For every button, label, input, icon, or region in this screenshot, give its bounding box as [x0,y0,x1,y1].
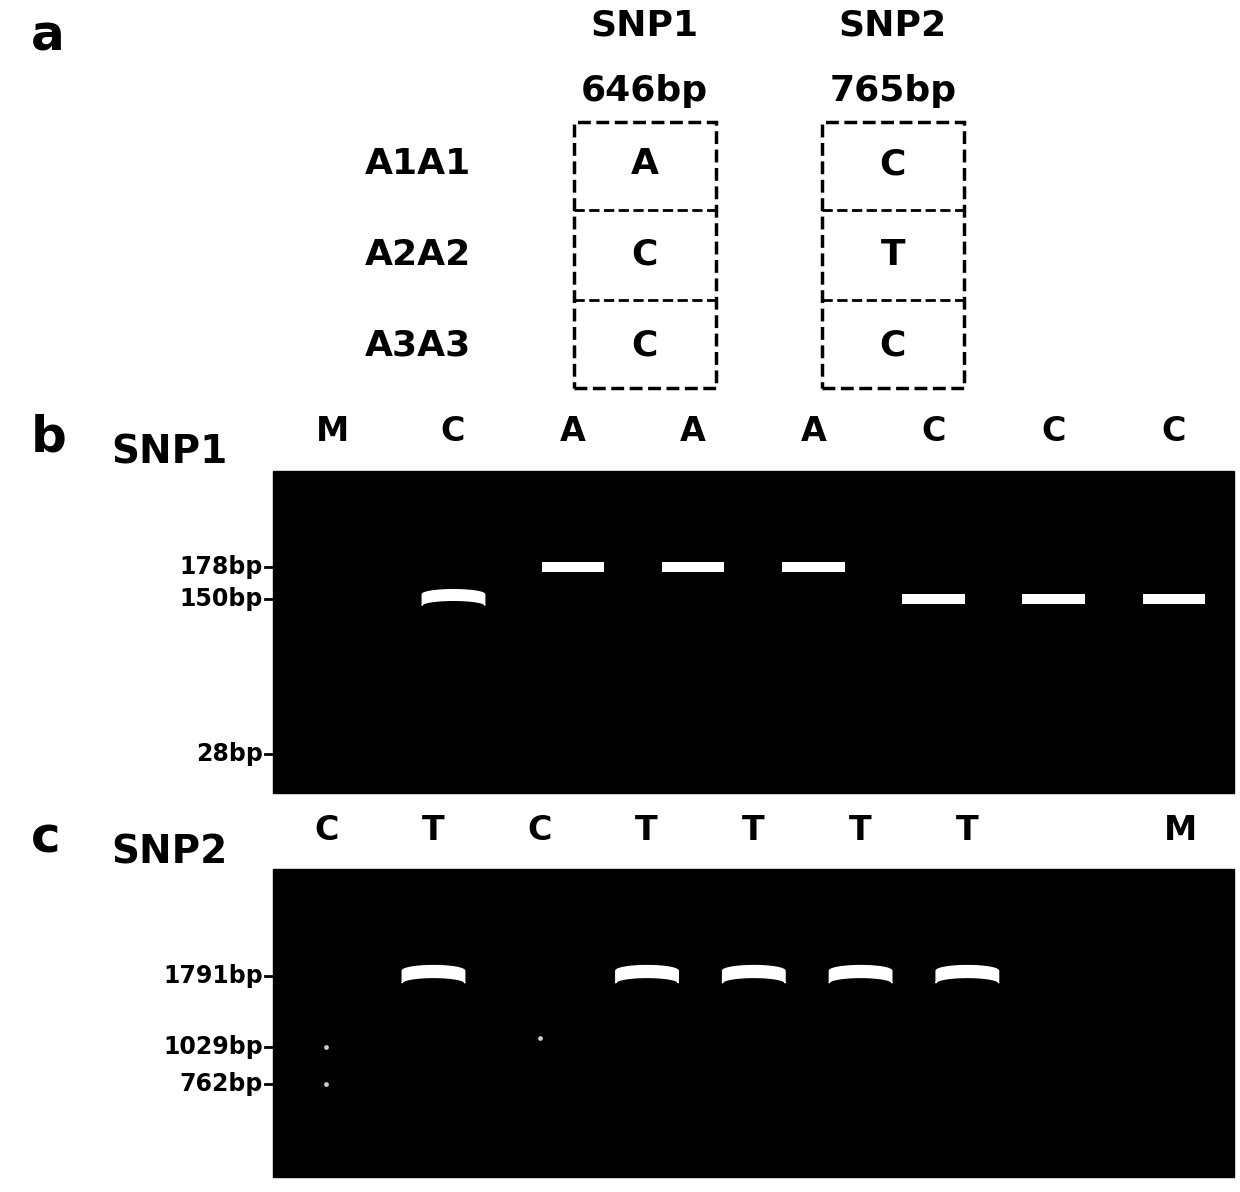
Text: 765bp: 765bp [830,74,956,108]
Bar [573,123,717,387]
Text: C: C [879,148,906,181]
Bar [821,123,965,387]
Text: c: c [31,814,61,863]
Text: C: C [314,814,339,848]
Text: C: C [631,329,658,362]
Text: A1A1: A1A1 [365,148,471,181]
Text: T: T [742,814,765,848]
Text: A: A [560,415,587,448]
Text: A2A2: A2A2 [365,238,471,272]
Text: 646bp: 646bp [582,74,708,108]
Text: SNP2: SNP2 [838,8,947,42]
Text: SNP1: SNP1 [590,8,699,42]
Text: M: M [316,415,350,448]
Text: T: T [422,814,444,848]
Text: A: A [681,415,706,448]
Bar [782,563,844,572]
Bar [1022,595,1085,604]
Text: b: b [31,414,67,461]
Text: a: a [31,12,64,61]
Text: T: T [848,814,872,848]
Text: A: A [631,148,658,181]
Text: C: C [879,329,906,362]
Bar [903,595,965,604]
Text: C: C [921,415,946,448]
Text: 1791bp: 1791bp [164,964,263,988]
Text: C: C [631,238,658,272]
Bar [542,563,604,572]
Text: C: C [440,415,465,448]
Bar [1142,595,1205,604]
Bar [273,471,1234,793]
Text: M: M [1164,814,1197,848]
Text: 178bp: 178bp [180,555,263,579]
Text: 28bp: 28bp [196,741,263,766]
Text: C: C [527,814,552,848]
Text: SNP1: SNP1 [112,434,228,472]
Text: T: T [880,238,905,272]
Text: A3A3: A3A3 [365,329,471,362]
Text: C: C [1162,415,1185,448]
Text: 150bp: 150bp [180,588,263,611]
Text: 1029bp: 1029bp [164,1035,263,1060]
Bar [662,563,724,572]
Text: T: T [956,814,978,848]
Text: SNP2: SNP2 [112,834,228,871]
Text: C: C [1042,415,1066,448]
Text: 762bp: 762bp [180,1072,263,1097]
Text: T: T [635,814,658,848]
Text: A: A [801,415,826,448]
Bar [273,869,1234,1177]
